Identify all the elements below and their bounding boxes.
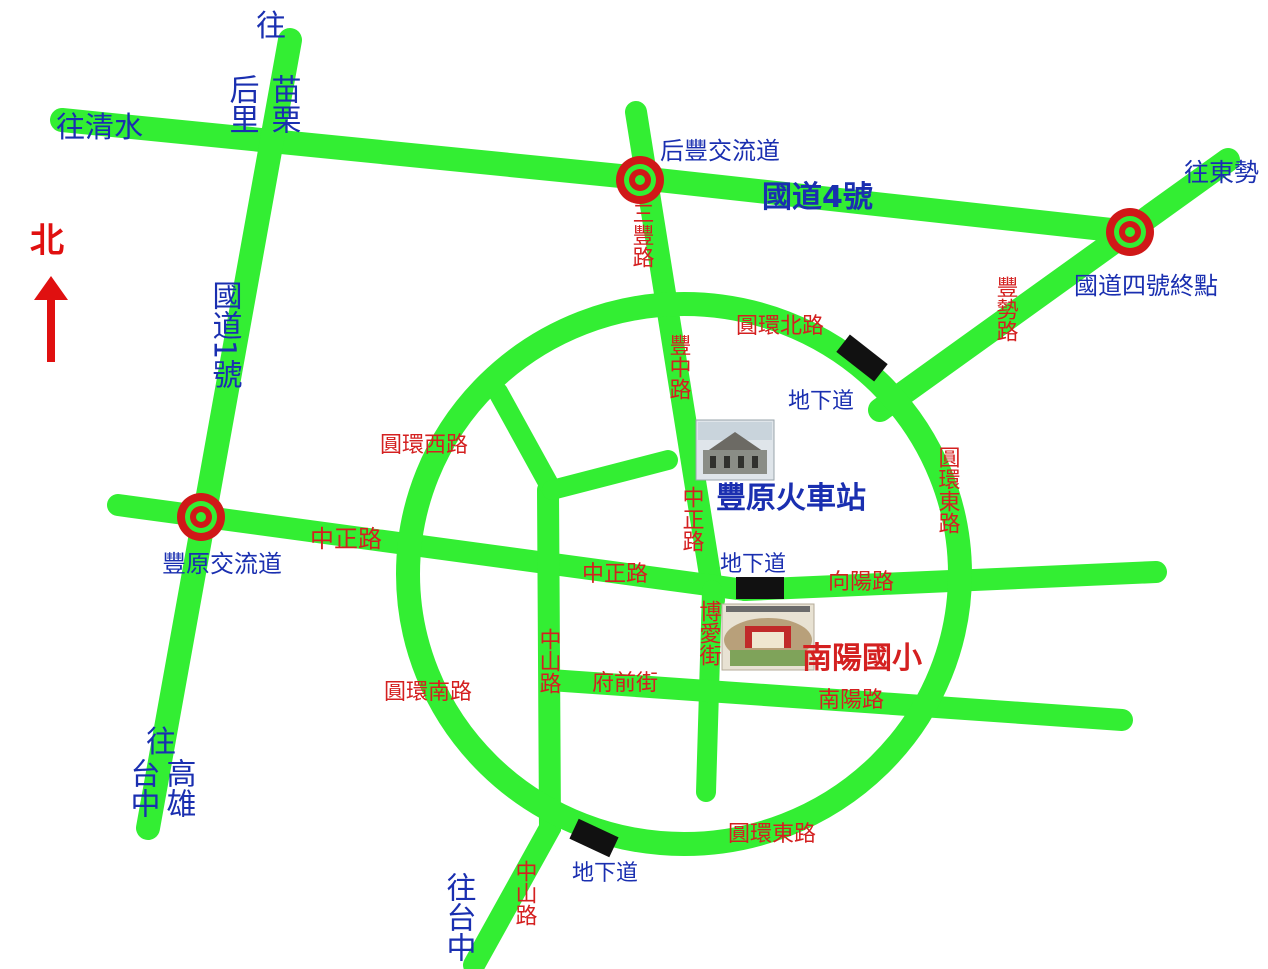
label-houfeng-interchange: 后豐交流道 bbox=[660, 137, 780, 165]
label-fengyuan-interchange: 豐原交流道 bbox=[162, 550, 282, 578]
interchange-end-marker bbox=[1106, 208, 1154, 256]
road-connector-nw bbox=[488, 382, 562, 500]
label-to-kaohsiung: 高雄 bbox=[161, 758, 197, 818]
label-xiangyang-road: 向陽路 bbox=[828, 570, 894, 595]
label-underpass-center: 地下道 bbox=[720, 552, 786, 577]
label-nanyang-road: 南陽路 bbox=[818, 688, 884, 713]
label-to-taichung-bottom: 往台中 bbox=[441, 872, 477, 962]
label-fengyuan-station: 豐原火車站 bbox=[716, 481, 866, 516]
underpass-south-marker bbox=[569, 818, 619, 858]
label-fengshi-road: 豐勢路 bbox=[993, 276, 1019, 342]
label-huandong-road-bottom: 圓環東路 bbox=[728, 822, 816, 847]
label-zhongzheng-road-vertical: 中正路 bbox=[679, 486, 705, 552]
underpass-labels: 地下道 地下道 地下道 bbox=[572, 389, 854, 886]
underpass-markers bbox=[569, 334, 888, 858]
road-ring bbox=[396, 292, 972, 856]
label-national1: 國道1號 bbox=[207, 280, 242, 389]
label-national4: 國道4號 bbox=[762, 180, 873, 215]
label-huannan-road: 圓環南路 bbox=[384, 680, 472, 705]
label-fuqian-street: 府前街 bbox=[592, 671, 658, 696]
label-boai-street: 博愛街 bbox=[696, 600, 722, 666]
interchange-fengyuan-marker bbox=[177, 493, 225, 541]
direction-labels: 往清水 往 后里 苗栗 往東勢 往 台中 高雄 往台中 bbox=[56, 9, 1259, 962]
road-fengshi bbox=[868, 148, 1240, 422]
highway-labels: 國道4號 國道1號 國道四號終點 后豐交流道 豐原交流道 bbox=[162, 137, 1218, 578]
label-to-houli: 后里 bbox=[224, 74, 260, 134]
underpass-north-marker bbox=[836, 334, 888, 382]
underpass-center-marker bbox=[736, 577, 784, 599]
road-connector-ne bbox=[542, 450, 678, 500]
north-arrow: 北 bbox=[30, 221, 68, 362]
label-to-dongshi: 往東勢 bbox=[1184, 158, 1259, 187]
road-nanyang bbox=[539, 669, 1133, 731]
label-sanfeng-road: 三豐路 bbox=[629, 202, 655, 268]
label-zhongshan-road-mid: 中山路 bbox=[536, 628, 562, 694]
label-huanbei-road: 圓環北路 bbox=[736, 314, 824, 339]
label-to-qingshui: 往清水 bbox=[56, 110, 143, 144]
road-national1 bbox=[136, 28, 302, 840]
label-to-houli-miaoli-top: 往 bbox=[256, 9, 286, 44]
label-fengzhong-road: 豐中路 bbox=[666, 334, 692, 400]
north-arrow-icon bbox=[34, 276, 68, 362]
station-photo-icon bbox=[695, 419, 775, 481]
label-huandong-road-right: 圓環東路 bbox=[935, 446, 961, 534]
label-nanyang-elementary: 南陽國小 bbox=[802, 641, 922, 676]
road-national4-east bbox=[628, 166, 1142, 244]
school-photo-icon bbox=[721, 603, 815, 671]
north-label: 北 bbox=[30, 221, 64, 261]
label-to-taichung: 台中 bbox=[125, 758, 160, 818]
interchange-markers bbox=[177, 156, 1154, 541]
label-to-miaoli: 苗栗 bbox=[266, 74, 301, 134]
label-national4-end: 國道四號終點 bbox=[1074, 272, 1218, 300]
label-zhongshan-road-bottom: 中山路 bbox=[512, 860, 538, 926]
label-zhongzheng-road-mid: 中正路 bbox=[582, 562, 648, 587]
label-to-taichung-kaohsiung-top: 往 bbox=[146, 725, 176, 760]
interchange-houfeng-marker bbox=[616, 156, 664, 204]
label-zhongzheng-road-left: 中正路 bbox=[310, 525, 382, 553]
landmark-labels: 豐原火車站 南陽國小 bbox=[716, 481, 922, 676]
label-underpass-south: 地下道 bbox=[572, 861, 638, 886]
road-zhongshan bbox=[463, 479, 562, 969]
road-labels: 三豐路 豐中路 豐勢路 圓環北路 圓環西路 圓環東路 中正路 中正路 中正路 向… bbox=[310, 202, 1019, 926]
road-national4-west bbox=[50, 108, 652, 190]
label-underpass-north: 地下道 bbox=[788, 389, 854, 414]
label-huanxi-road: 圓環西路 bbox=[380, 433, 468, 458]
